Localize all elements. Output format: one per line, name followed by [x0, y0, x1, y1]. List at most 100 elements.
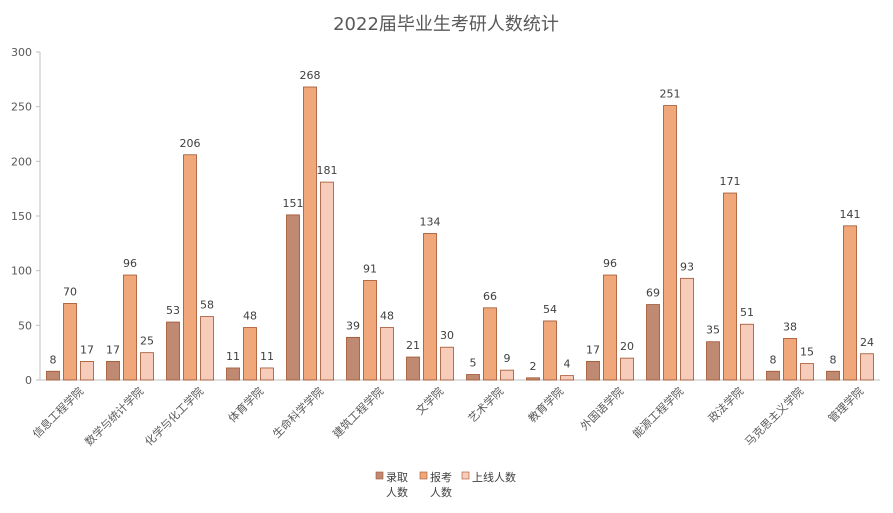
data-label: 251 — [660, 88, 681, 101]
bar — [320, 181, 334, 381]
chart-title: 2022届毕业生考研人数统计 — [333, 14, 559, 35]
data-label: 2 — [530, 360, 537, 373]
category-label: 政法学院 — [705, 384, 746, 425]
bar — [620, 357, 634, 381]
data-label: 70 — [63, 285, 77, 298]
data-label: 20 — [620, 340, 634, 353]
category-label: 体育学院 — [225, 384, 266, 425]
bar — [63, 303, 77, 381]
legend-label: 报考 — [430, 470, 452, 484]
data-label: 15 — [800, 346, 814, 359]
bar — [286, 214, 300, 381]
y-tick-label: 50 — [18, 319, 32, 332]
y-tick-label: 300 — [11, 46, 32, 59]
bar — [46, 370, 60, 381]
bar — [663, 105, 677, 381]
category-label: 教育学院 — [525, 384, 566, 425]
category-label: 生命科学学院 — [270, 384, 327, 441]
bar — [183, 154, 197, 381]
data-label: 17 — [586, 343, 600, 356]
data-label: 96 — [123, 257, 137, 270]
y-tick-label: 250 — [11, 101, 32, 114]
bar — [860, 353, 874, 381]
data-label: 53 — [166, 304, 180, 317]
bar — [243, 327, 257, 381]
bar — [106, 361, 120, 381]
category-label: 信息工程学院 — [30, 384, 87, 441]
bar — [406, 356, 420, 381]
data-label: 8 — [770, 353, 777, 366]
data-label: 39 — [346, 319, 360, 332]
data-label: 69 — [646, 287, 660, 300]
legend-label: 人数 — [430, 486, 452, 499]
bar — [140, 352, 154, 381]
legend-label: 人数 — [386, 486, 408, 499]
data-label: 51 — [740, 306, 754, 319]
category-label: 艺术学院 — [465, 384, 506, 425]
bar — [723, 192, 737, 381]
bar — [826, 370, 840, 381]
legend-label: 录取 — [386, 471, 408, 484]
data-label: 151 — [283, 197, 304, 210]
bar — [226, 367, 240, 381]
category-label: 管理学院 — [825, 384, 866, 425]
bar — [646, 304, 660, 381]
category-label: 数学与统计学院 — [82, 384, 146, 448]
data-label: 48 — [380, 310, 394, 323]
bar — [166, 321, 180, 381]
data-label: 4 — [564, 358, 571, 371]
bar — [560, 375, 574, 381]
data-label: 17 — [80, 343, 94, 356]
category-label: 建筑工程学院 — [330, 384, 387, 441]
data-label: 11 — [226, 350, 240, 363]
bar — [346, 336, 360, 381]
data-label: 268 — [300, 69, 321, 82]
data-label: 171 — [720, 175, 741, 188]
bar — [123, 274, 137, 381]
y-tick-label: 0 — [25, 374, 32, 387]
data-label: 5 — [470, 357, 477, 370]
bar — [363, 280, 377, 381]
category-label: 能源工程学院 — [630, 384, 687, 441]
bar — [706, 341, 720, 381]
bar — [440, 346, 454, 381]
data-label: 17 — [106, 343, 120, 356]
data-label: 134 — [420, 215, 441, 228]
data-label: 48 — [243, 310, 257, 323]
y-tick-label: 100 — [11, 265, 32, 278]
data-label: 21 — [406, 339, 420, 352]
data-label: 8 — [830, 353, 837, 366]
y-tick-label: 200 — [11, 155, 32, 168]
data-label: 38 — [783, 320, 797, 333]
data-label: 96 — [603, 257, 617, 270]
bar — [766, 370, 780, 381]
y-tick-label: 150 — [11, 210, 32, 223]
bar — [483, 307, 497, 381]
legend-swatch — [461, 471, 470, 480]
bar — [740, 323, 754, 381]
bar — [603, 274, 617, 381]
bar — [260, 367, 274, 381]
legend-label: 上线人数 — [472, 470, 516, 484]
category-label: 外国语学院 — [577, 384, 626, 433]
bar — [380, 327, 394, 381]
legend-swatch — [375, 471, 384, 480]
data-label: 24 — [860, 336, 874, 349]
data-label: 58 — [200, 299, 214, 312]
bars-group — [46, 86, 874, 381]
data-label: 91 — [363, 263, 377, 276]
bar — [80, 361, 94, 381]
bar — [843, 225, 857, 381]
bar — [303, 86, 317, 381]
data-label: 93 — [680, 260, 694, 273]
bar — [586, 361, 600, 381]
bar — [466, 374, 480, 381]
bar — [526, 377, 540, 381]
data-label: 11 — [260, 350, 274, 363]
data-label: 35 — [706, 324, 720, 337]
